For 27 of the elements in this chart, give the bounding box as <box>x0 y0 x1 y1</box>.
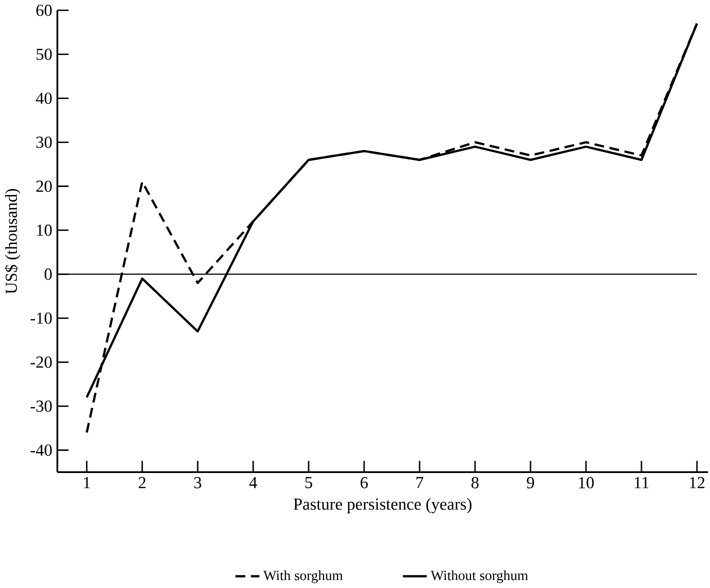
x-tick-label: 5 <box>305 477 312 488</box>
x-tick-label: 9 <box>526 477 534 488</box>
x-axis-title: Pasture persistence (years) <box>294 498 472 514</box>
y-tick-label: -20 <box>30 356 52 368</box>
y-tick-label: 60 <box>36 4 52 16</box>
x-tick-label: 2 <box>138 477 146 488</box>
y-tick-label: 20 <box>36 180 52 192</box>
legend-label: Without sorghum <box>430 570 528 584</box>
y-tick-label: 10 <box>37 224 52 236</box>
x-tick-label: 10 <box>579 477 594 489</box>
y-tick-label: 40 <box>36 92 52 104</box>
x-tick-label: 11 <box>634 477 649 488</box>
y-tick-label: 0 <box>44 268 52 280</box>
y-tick-label: -40 <box>30 444 52 456</box>
legend-label: With sorghum <box>263 570 343 584</box>
y-tick-label: 50 <box>36 48 52 60</box>
y-tick-label: -10 <box>30 312 52 324</box>
y-axis-title: US$ (thousand) <box>4 189 20 294</box>
x-tick-label: 1 <box>84 477 90 488</box>
x-tick-label: 4 <box>249 477 258 488</box>
x-tick-label: 6 <box>360 477 368 488</box>
x-tick-label: 7 <box>416 477 424 488</box>
x-tick-label: 8 <box>471 477 479 489</box>
y-tick-label: 30 <box>36 136 52 148</box>
y-tick-label: -30 <box>30 400 52 412</box>
x-tick-label: 3 <box>194 477 202 488</box>
x-tick-label: 12 <box>690 477 704 488</box>
